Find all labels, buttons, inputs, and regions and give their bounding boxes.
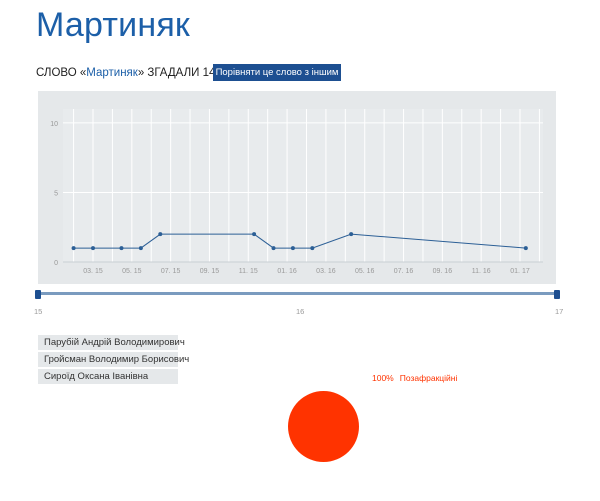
x-tick-label: 03. 16 — [316, 268, 336, 275]
x-tick-label: 01. 16 — [277, 268, 297, 275]
data-point — [119, 246, 124, 251]
x-tick-label: 05. 15 — [122, 268, 142, 275]
data-point — [71, 246, 76, 251]
person-item[interactable]: Гройсман Володимир Борисович — [38, 352, 189, 367]
x-tick-label: 07. 16 — [394, 268, 414, 275]
x-tick-label: 09. 16 — [433, 268, 453, 275]
data-point — [290, 246, 295, 251]
time-range-track[interactable] — [38, 292, 556, 295]
x-tick-label: 01. 17 — [510, 268, 530, 275]
x-tick-label: 09. 15 — [200, 268, 220, 275]
data-point — [252, 232, 257, 237]
x-tick-label: 05. 16 — [355, 268, 375, 275]
compare-word-button[interactable]: Порівняти це слово з іншим — [213, 64, 341, 81]
pie-legend-label: Позафракційні — [399, 373, 458, 383]
faction-pie-slice — [288, 391, 359, 462]
time-range-fill — [38, 292, 556, 295]
pie-legend-percent: 100% — [372, 373, 394, 383]
range-label-middle: 16 — [296, 307, 305, 316]
data-point — [138, 246, 143, 251]
mention-count-line: СЛОВО «Мартиняк» ЗГАДАЛИ 14 РАЗ — [36, 67, 240, 79]
data-point — [310, 246, 315, 251]
mentions-chart: 0 5 10 03. 15 05. 15 07. 15 09. 15 11. 15 01. 16… — [38, 91, 556, 284]
x-tick-label: 11. 16 — [472, 268, 491, 275]
y-tick-label: 10 — [50, 121, 58, 128]
plot-area — [63, 109, 543, 262]
data-point — [158, 232, 163, 237]
y-tick-label: 5 — [54, 190, 58, 197]
range-label-start: 15 — [34, 307, 43, 316]
range-end-handle[interactable] — [554, 290, 560, 299]
mention-word: Мартиняк — [86, 67, 138, 79]
y-tick-label: 0 — [54, 260, 58, 267]
data-point — [91, 246, 95, 251]
pie-legend: 100% Позафракційні — [372, 373, 457, 383]
data-point — [271, 246, 276, 251]
range-start-handle[interactable] — [35, 290, 41, 299]
x-tick-label: 07. 15 — [161, 268, 181, 275]
mentions-chart-svg: 0 5 10 03. 15 05. 15 07. 15 09. 15 11. 15 01. 16… — [50, 109, 543, 275]
person-item[interactable]: Парубій Андрій Володимирович — [38, 335, 185, 350]
people-list: Парубій Андрій Володимирович Гройсман Во… — [38, 335, 189, 386]
x-tick-label: 03. 15 — [83, 268, 103, 275]
data-point — [523, 246, 528, 251]
person-item[interactable]: Сироїд Оксана Іванівна — [38, 369, 178, 384]
x-tick-label: 11. 15 — [239, 268, 258, 275]
mention-prefix: СЛОВО « — [36, 67, 87, 79]
data-point — [349, 232, 354, 237]
range-label-end: 17 — [555, 307, 564, 316]
page-title: Мартиняк — [36, 6, 191, 44]
